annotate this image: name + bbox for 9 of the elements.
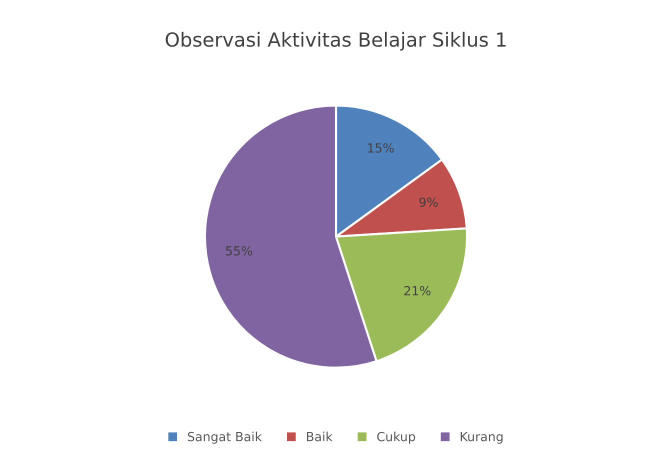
legend-label: Kurang	[460, 432, 503, 444]
data-label: 9%	[419, 197, 438, 207]
chart-title: Observasi Aktivitas Belajar Siklus 1	[166, 32, 506, 51]
data-label: 21%	[404, 286, 430, 296]
legend-label: Baik	[306, 432, 333, 442]
data-label: 15%	[368, 143, 394, 153]
legend-label: Cukup	[377, 432, 416, 444]
legend-label: Sangat Baik	[188, 432, 262, 444]
data-label: 55%	[226, 246, 252, 256]
